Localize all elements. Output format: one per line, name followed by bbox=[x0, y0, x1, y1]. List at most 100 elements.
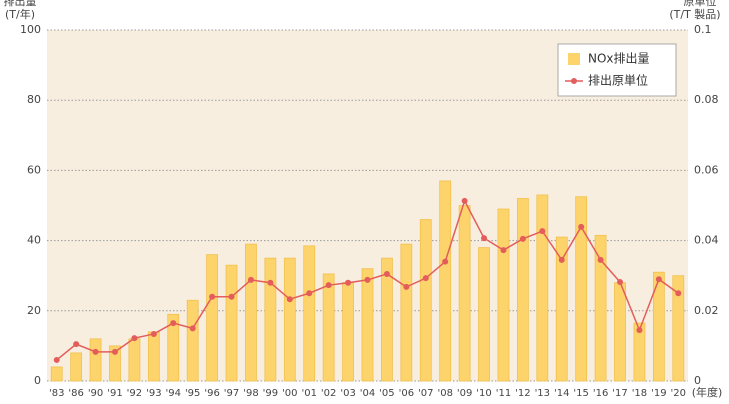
legend-label: NOx排出量 bbox=[588, 52, 650, 66]
x-tick-label: '12 bbox=[515, 388, 530, 399]
line-point bbox=[286, 296, 293, 303]
x-tick-label: '99 bbox=[263, 388, 278, 399]
y-tick-label: 80 bbox=[27, 93, 41, 106]
x-tick-label: '11 bbox=[496, 388, 511, 399]
line-point bbox=[267, 279, 274, 286]
line-point bbox=[92, 348, 99, 355]
line-point bbox=[578, 223, 585, 230]
line-point bbox=[519, 235, 526, 242]
bar bbox=[419, 219, 432, 382]
legend-swatch bbox=[571, 78, 577, 84]
bar bbox=[245, 243, 257, 382]
y-tick-label: 60 bbox=[27, 163, 41, 176]
line-point bbox=[131, 335, 138, 342]
bar bbox=[167, 313, 180, 382]
line-point bbox=[53, 356, 60, 363]
y2-tick-label: 0.06 bbox=[694, 163, 719, 176]
line-point bbox=[383, 270, 390, 277]
x-tick-label: '90 bbox=[88, 388, 103, 399]
bar bbox=[303, 245, 316, 382]
bar bbox=[497, 208, 510, 382]
line-point bbox=[617, 279, 624, 286]
bar bbox=[652, 271, 665, 382]
line-point bbox=[189, 325, 196, 332]
x-tick-label: '94 bbox=[166, 388, 181, 399]
y-tick-label: 40 bbox=[27, 234, 41, 247]
x-tick-label: '93 bbox=[146, 388, 161, 399]
y2-tick-label: 0.02 bbox=[694, 304, 719, 317]
line-point bbox=[364, 276, 371, 283]
x-tick-label: '95 bbox=[185, 388, 200, 399]
x-tick-label: '00 bbox=[282, 388, 297, 399]
bar bbox=[342, 282, 354, 382]
bar bbox=[361, 268, 374, 382]
line-point bbox=[558, 256, 565, 263]
line-point bbox=[403, 283, 410, 290]
line-point bbox=[345, 279, 352, 286]
bar bbox=[381, 257, 393, 382]
y2-axis-title: (T/T 製品) bbox=[669, 7, 720, 21]
x-tick-label: '05 bbox=[379, 388, 394, 399]
line-point bbox=[500, 247, 507, 254]
y-axis-title: 排出量 bbox=[4, 0, 37, 8]
bar bbox=[206, 254, 219, 382]
bar bbox=[264, 257, 277, 382]
bar bbox=[594, 234, 607, 382]
x-tick-label: '97 bbox=[224, 388, 239, 399]
x-tick-label: '16 bbox=[593, 388, 608, 399]
x-tick-label: '09 bbox=[457, 388, 472, 399]
bar bbox=[439, 180, 452, 382]
legend-swatch bbox=[568, 53, 580, 65]
line-point bbox=[73, 341, 80, 348]
bar bbox=[555, 236, 568, 382]
x-tick-label: '91 bbox=[107, 388, 122, 399]
y-tick-label: 0 bbox=[34, 374, 41, 387]
line-point bbox=[481, 235, 488, 242]
y-axis-title: (T/年) bbox=[5, 7, 35, 21]
x-tick-label: '83 bbox=[49, 388, 64, 399]
bar bbox=[478, 247, 490, 382]
line-point bbox=[461, 197, 468, 204]
bar bbox=[50, 366, 63, 382]
bar bbox=[400, 243, 413, 382]
line-point bbox=[306, 290, 313, 297]
line-point bbox=[539, 228, 546, 235]
bar bbox=[536, 194, 549, 382]
bar bbox=[672, 275, 685, 382]
y2-tick-label: 0.08 bbox=[694, 93, 719, 106]
x-tick-label: '98 bbox=[243, 388, 258, 399]
line-point bbox=[111, 348, 118, 355]
y2-tick-label: 0.1 bbox=[694, 23, 712, 36]
line-point bbox=[422, 275, 429, 282]
x-tick-label: '14 bbox=[554, 388, 569, 399]
line-point bbox=[597, 256, 604, 263]
x-tick-label: '03 bbox=[340, 388, 355, 399]
x-tick-label: '01 bbox=[301, 388, 316, 399]
line-point bbox=[228, 293, 235, 300]
bar bbox=[70, 352, 83, 382]
x-tick-label: '07 bbox=[418, 388, 433, 399]
line-point bbox=[636, 327, 643, 334]
x-tick-label: '10 bbox=[476, 388, 491, 399]
line-point bbox=[655, 276, 662, 283]
x-tick-label: '20 bbox=[671, 388, 686, 399]
bar bbox=[147, 331, 160, 382]
bar bbox=[89, 338, 102, 382]
x-tick-label: '19 bbox=[651, 388, 666, 399]
bar bbox=[128, 338, 141, 382]
bar bbox=[516, 198, 529, 382]
legend-box bbox=[557, 43, 677, 97]
line-point bbox=[247, 276, 254, 283]
bar bbox=[322, 273, 335, 382]
legend-label: 排出原単位 bbox=[588, 73, 648, 88]
y2-tick-label: 0.04 bbox=[694, 234, 719, 247]
y-tick-label: 20 bbox=[27, 304, 41, 317]
x-tick-label: '96 bbox=[204, 388, 219, 399]
line-point bbox=[170, 320, 177, 327]
x-tick-label: '15 bbox=[573, 388, 588, 399]
bar bbox=[225, 264, 238, 382]
bar bbox=[283, 257, 296, 382]
y2-axis-title: 原単位 bbox=[684, 0, 717, 8]
line-point bbox=[209, 293, 216, 300]
